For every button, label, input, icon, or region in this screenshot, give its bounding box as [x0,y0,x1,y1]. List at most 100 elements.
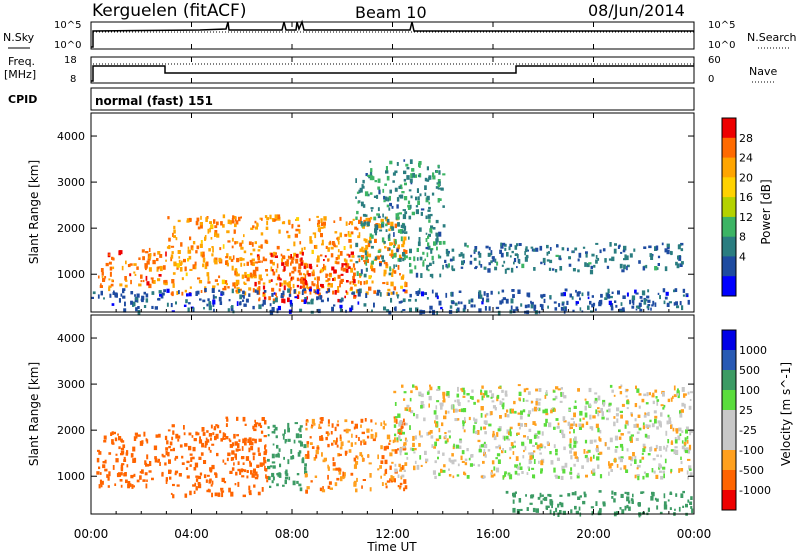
heatmap-cell [536,407,540,410]
heatmap-cell [176,290,179,295]
heatmap-cell [325,279,329,283]
heatmap-cell [662,392,665,397]
heatmap-cell [278,288,281,292]
heatmap-cell [272,443,275,446]
heatmap-cell [387,234,391,240]
heatmap-cell [212,285,216,288]
heatmap-cell [444,434,447,439]
heatmap-cell [159,461,161,466]
heatmap-cell [626,265,628,271]
heatmap-cell [520,410,523,415]
heatmap-cell [120,467,124,472]
heatmap-cell [134,457,137,463]
heatmap-cell [287,219,291,224]
heatmap-cell [129,263,133,266]
heatmap-cell [283,280,287,285]
heatmap-cell [360,440,362,446]
heatmap-cell [366,258,369,263]
heatmap-cell [298,267,302,270]
heatmap-cell [303,288,306,291]
heatmap-cell [655,474,659,479]
heatmap-cell [456,307,460,313]
heatmap-cell [437,254,440,259]
heatmap-cell [264,465,266,471]
heatmap-cell [353,426,356,430]
heatmap-cell [630,498,634,501]
heatmap-cell [644,412,647,415]
freq-line [91,65,694,82]
heatmap-cell [686,470,689,475]
heatmap-cell [617,290,620,295]
heatmap-cell [442,224,446,228]
heatmap-cell [192,241,196,245]
heatmap-cell [299,241,302,245]
heatmap-cell [428,219,431,223]
heatmap-cell [597,395,601,401]
heatmap-cell [154,458,158,463]
heatmap-cell [353,294,357,298]
heatmap-cell [608,408,611,413]
heatmap-cell [520,508,523,511]
heatmap-cell [454,418,458,422]
heatmap-cell [259,425,263,428]
heatmap-cell [307,450,310,455]
heatmap-cell [527,292,531,298]
heatmap-cell [225,423,228,427]
heatmap-cell [184,289,187,293]
heatmap-cell [442,264,444,270]
heatmap-cell [408,189,412,192]
heatmap-cell [293,289,296,294]
heatmap-cell [172,447,175,452]
heatmap-cell [685,426,689,430]
heatmap-cell [171,291,174,297]
heatmap-cell [392,180,395,183]
heatmap-cell [393,252,397,258]
heatmap-cell [274,297,278,303]
heatmap-cell [121,265,124,271]
heatmap-cell [347,266,351,269]
heatmap-cell [546,251,549,256]
heatmap-cell [689,472,693,477]
heatmap-cell [146,260,150,265]
heatmap-cell [663,404,666,408]
heatmap-cell [186,460,190,464]
heatmap-cell [489,390,492,393]
heatmap-cell [673,289,676,293]
heatmap-cell [589,439,593,444]
heatmap-cell [675,428,679,432]
heatmap-cell [292,276,295,280]
heatmap-cell [532,444,535,447]
heatmap-cell [206,474,210,477]
heatmap-cell [577,258,580,262]
heatmap-cell [197,482,201,485]
heatmap-cell [451,268,456,272]
heatmap-cell [337,240,340,245]
colorbar-swatch [722,450,736,471]
heatmap-cell [401,244,405,248]
heatmap-cell [271,461,276,464]
heatmap-cell [405,231,408,234]
heatmap-cell [374,432,378,438]
heatmap-cell [385,262,388,266]
heatmap-cell [599,508,602,513]
heatmap-cell [486,395,490,398]
heatmap-cell [436,170,439,173]
heatmap-cell [404,462,408,466]
heatmap-cell [325,273,328,278]
heatmap-cell [398,254,402,259]
heatmap-cell [371,209,373,212]
heatmap-cell [540,460,544,466]
heatmap-cell [347,231,350,236]
heatmap-cell [488,306,491,311]
heatmap-cell [249,462,252,467]
heatmap-cell [321,267,324,272]
search-label: N.Search [747,31,797,44]
heatmap-cell [592,302,596,306]
heatmap-cell [413,256,416,262]
heatmap-cell [559,257,562,261]
heatmap-cell [383,273,386,277]
heatmap-cell [224,280,228,284]
heatmap-cell [403,159,406,162]
power-colorbar-label: Power [dB] [759,179,773,244]
heatmap-cell [382,188,385,193]
